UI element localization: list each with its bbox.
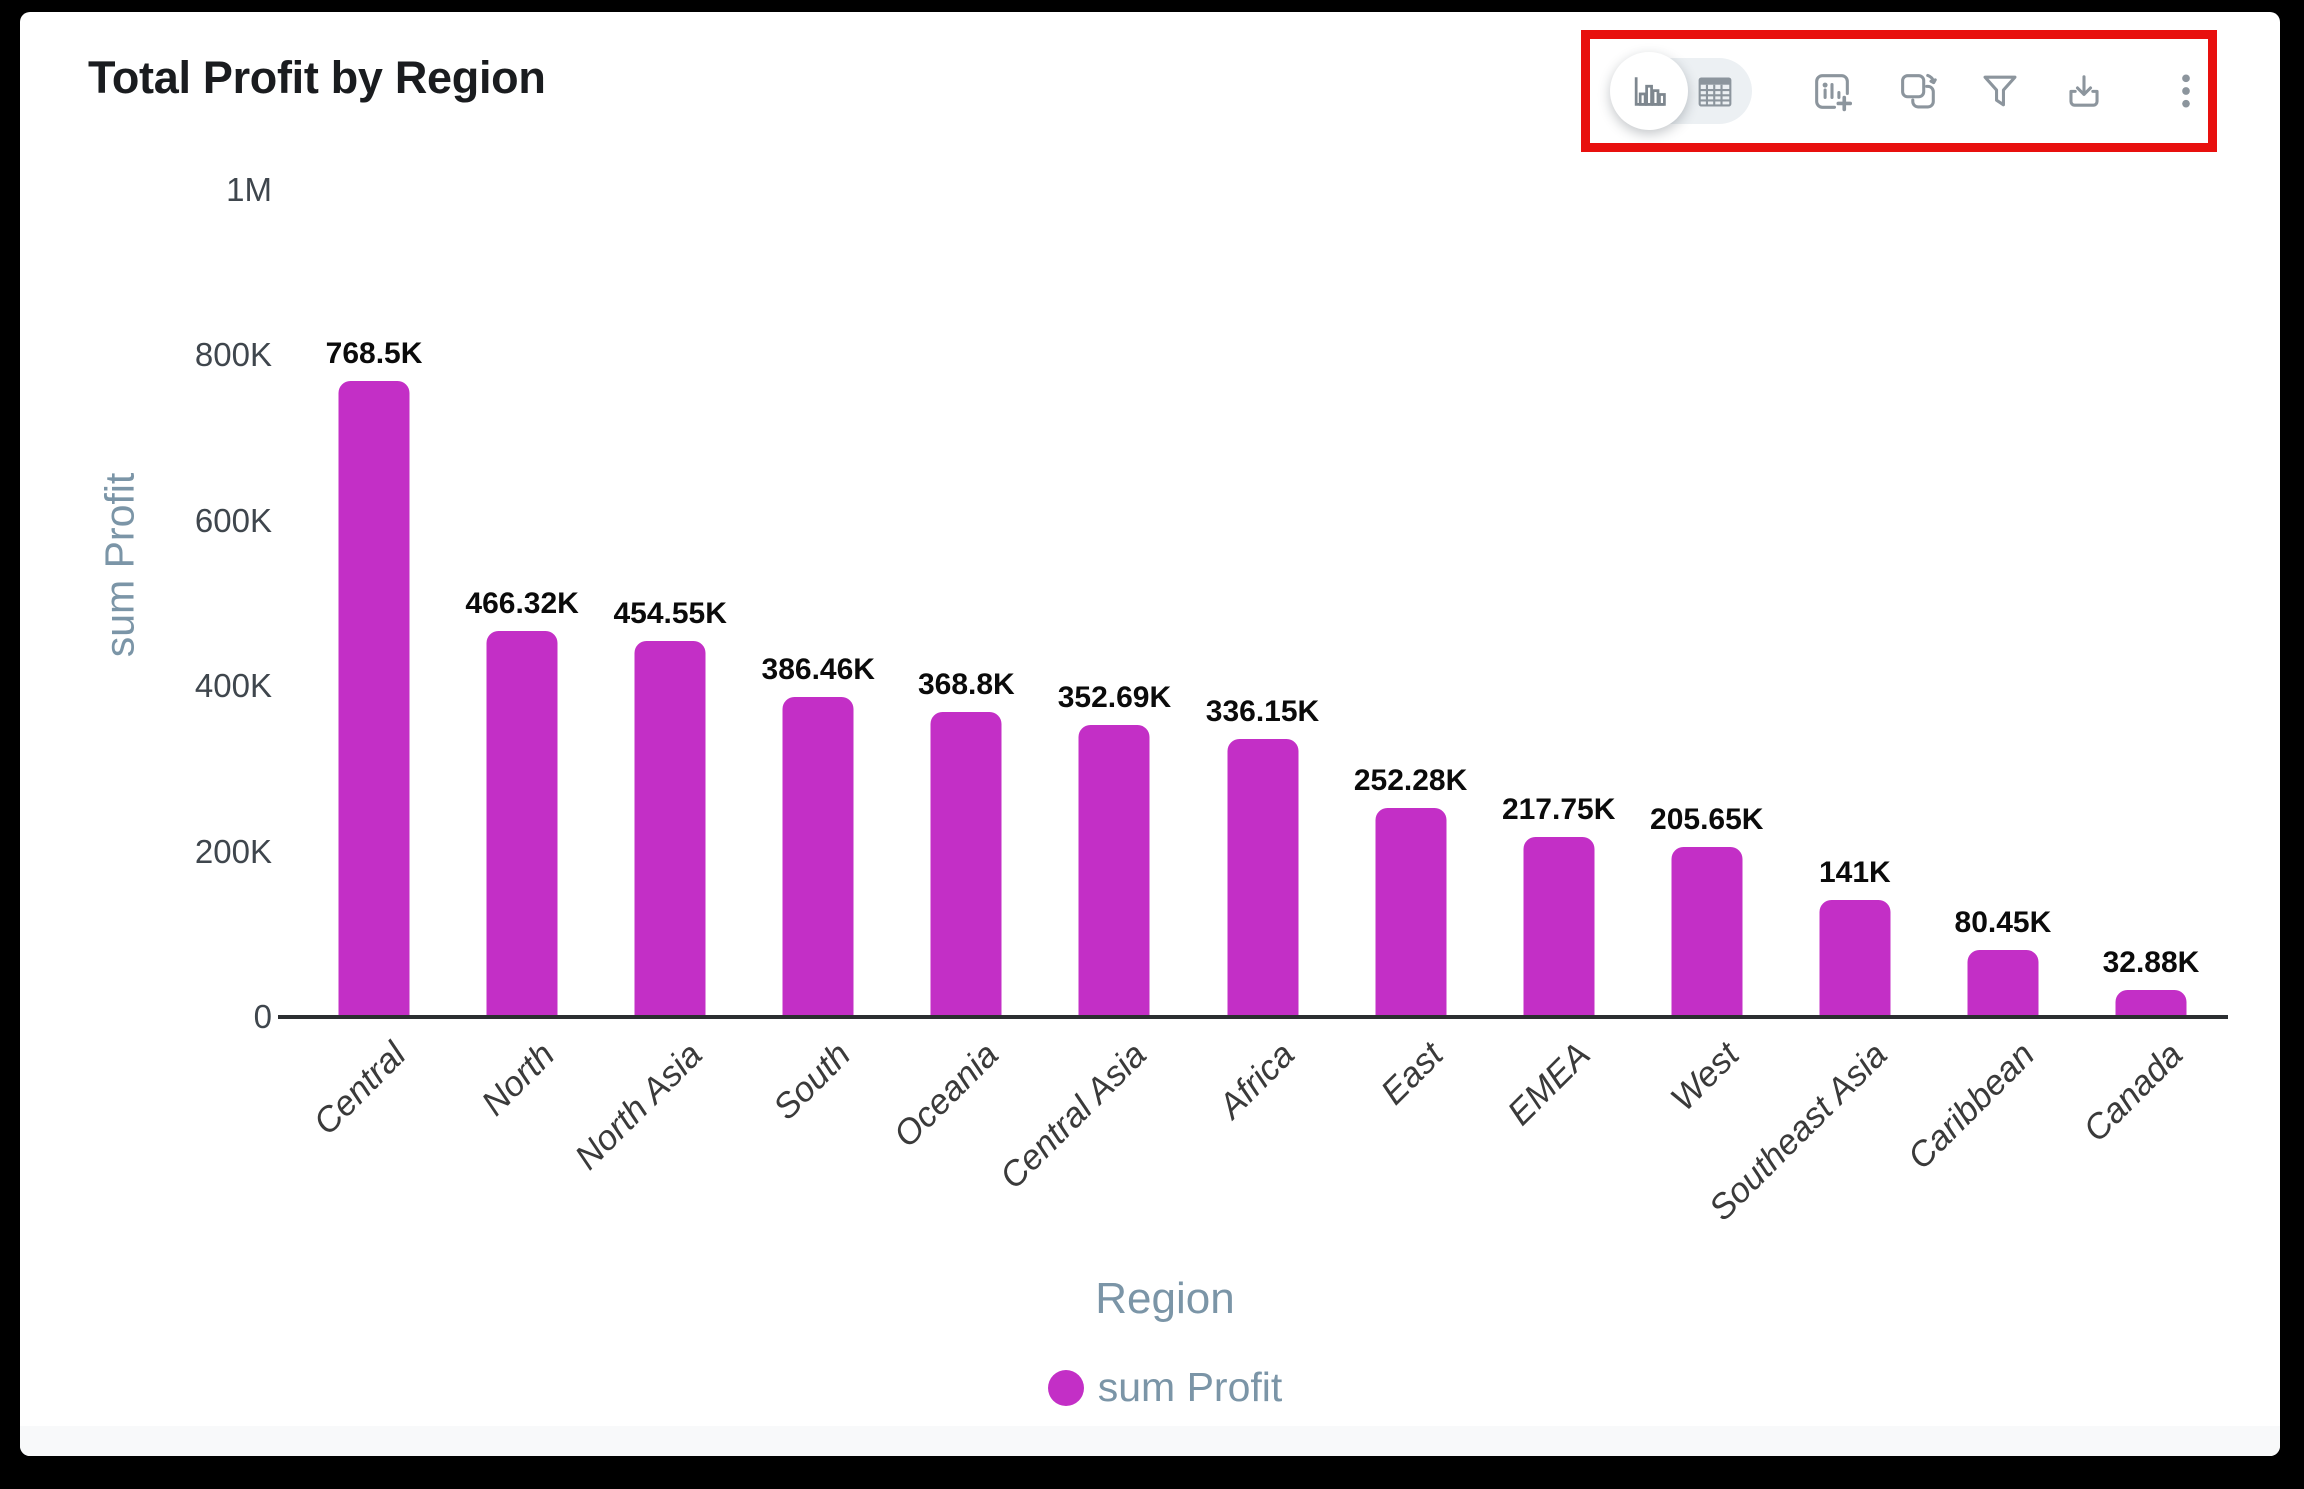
view-toggle-chart-option[interactable]	[1610, 52, 1688, 130]
bar-value-label: 205.65K	[1650, 802, 1764, 836]
download-icon	[2069, 75, 2099, 107]
swap-chart-button[interactable]	[1894, 68, 1940, 114]
chart-card: Total Profit by Region	[20, 12, 2280, 1456]
bar-column: 141K Southeast Asia	[1701, 856, 1895, 1229]
view-toggle-table-option[interactable]	[1692, 69, 1738, 115]
add-chart-button[interactable]	[1809, 68, 1855, 114]
bar-value-label: 80.45K	[1954, 906, 2052, 940]
legend-swatch-dot	[1047, 1369, 1084, 1406]
bar-value-label: 352.69K	[1057, 681, 1172, 715]
bar-column: 466.32K North	[465, 587, 579, 1124]
more-options-button[interactable]	[2163, 68, 2209, 114]
more-options-icon	[2182, 74, 2190, 108]
bar-value-label: 336.15K	[1205, 695, 1320, 729]
bar-column: 336.15K Africa	[1205, 695, 1320, 1126]
bar-south[interactable]	[782, 697, 854, 1017]
bar-oceania[interactable]	[930, 712, 1002, 1017]
bar-column: 32.88K Canada	[2076, 945, 2200, 1150]
bar-north-asia[interactable]	[634, 641, 706, 1017]
bar-column: 768.5K Central	[306, 337, 423, 1143]
bar-southeast-asia[interactable]	[1819, 900, 1891, 1017]
x-axis-line	[278, 1015, 2228, 1019]
page-title: Total Profit by Region	[88, 52, 546, 103]
bar-value-label: 217.75K	[1501, 792, 1616, 826]
bar-column: 386.46K South	[761, 653, 875, 1128]
bar-value-label: 454.55K	[613, 597, 727, 631]
add-chart-icon	[1815, 74, 1853, 112]
y-tick-label: 1M	[226, 171, 272, 208]
bar-emea[interactable]	[1523, 836, 1595, 1017]
y-axis-title: sum Profit	[96, 472, 143, 658]
bar-value-label: 252.28K	[1353, 764, 1468, 798]
bar-value-label: 32.88K	[2102, 945, 2200, 979]
bar-column: 352.69K Central Asia	[992, 681, 1172, 1197]
swap-chart-icon	[1901, 73, 1937, 109]
x-axis-title: Region	[1095, 1274, 1235, 1323]
y-tick-label: 800K	[194, 336, 272, 374]
bar-central-asia[interactable]	[1078, 725, 1150, 1017]
bar-africa[interactable]	[1227, 739, 1298, 1017]
bar-column: 252.28K East	[1353, 764, 1468, 1113]
bar-west[interactable]	[1671, 846, 1743, 1017]
y-tick-label: 600K	[194, 501, 272, 539]
plot-area: 768.5K Central 466.32K North 454.55K North As…	[300, 190, 2225, 1229]
bar-column: 454.55K North Asia	[567, 597, 727, 1178]
bar-column: 80.45K Caribbean	[1900, 906, 2052, 1177]
bar-value-label: 386.46K	[761, 653, 875, 687]
download-button[interactable]	[2061, 68, 2107, 114]
footer-strip	[20, 1426, 2280, 1456]
y-tick-label: 400K	[194, 667, 272, 705]
y-tick-label: 200K	[194, 832, 272, 870]
bar-value-label: 141K	[1818, 856, 1891, 890]
legend: sum Profit	[300, 1364, 2030, 1411]
bar-east[interactable]	[1375, 808, 1447, 1017]
bar-north[interactable]	[486, 631, 558, 1017]
bar-value-label: 466.32K	[465, 587, 579, 621]
bar-chart-view-icon	[1634, 77, 1666, 106]
bar-central[interactable]	[338, 381, 410, 1017]
bar-column: 217.75K EMEA	[1500, 792, 1616, 1133]
legend-item[interactable]: sum Profit	[1047, 1364, 1283, 1411]
filter-button[interactable]	[1977, 68, 2023, 114]
bar-caribbean[interactable]	[1967, 950, 2039, 1017]
bar-value-label: 368.8K	[917, 668, 1015, 702]
bar-column: 205.65K West	[1650, 802, 1764, 1119]
filter-icon	[1983, 75, 2017, 107]
legend-label: sum Profit	[1097, 1364, 1283, 1410]
y-tick-label: 0	[253, 998, 272, 1035]
y-axis-ticks: 1M 800K 600K 400K 200K 0	[138, 171, 272, 1035]
bar-canada[interactable]	[2115, 989, 2187, 1017]
bar-column: 368.8K Oceania	[886, 668, 1015, 1155]
bar-value-label: 768.5K	[325, 337, 423, 371]
table-view-icon	[1698, 77, 1732, 107]
